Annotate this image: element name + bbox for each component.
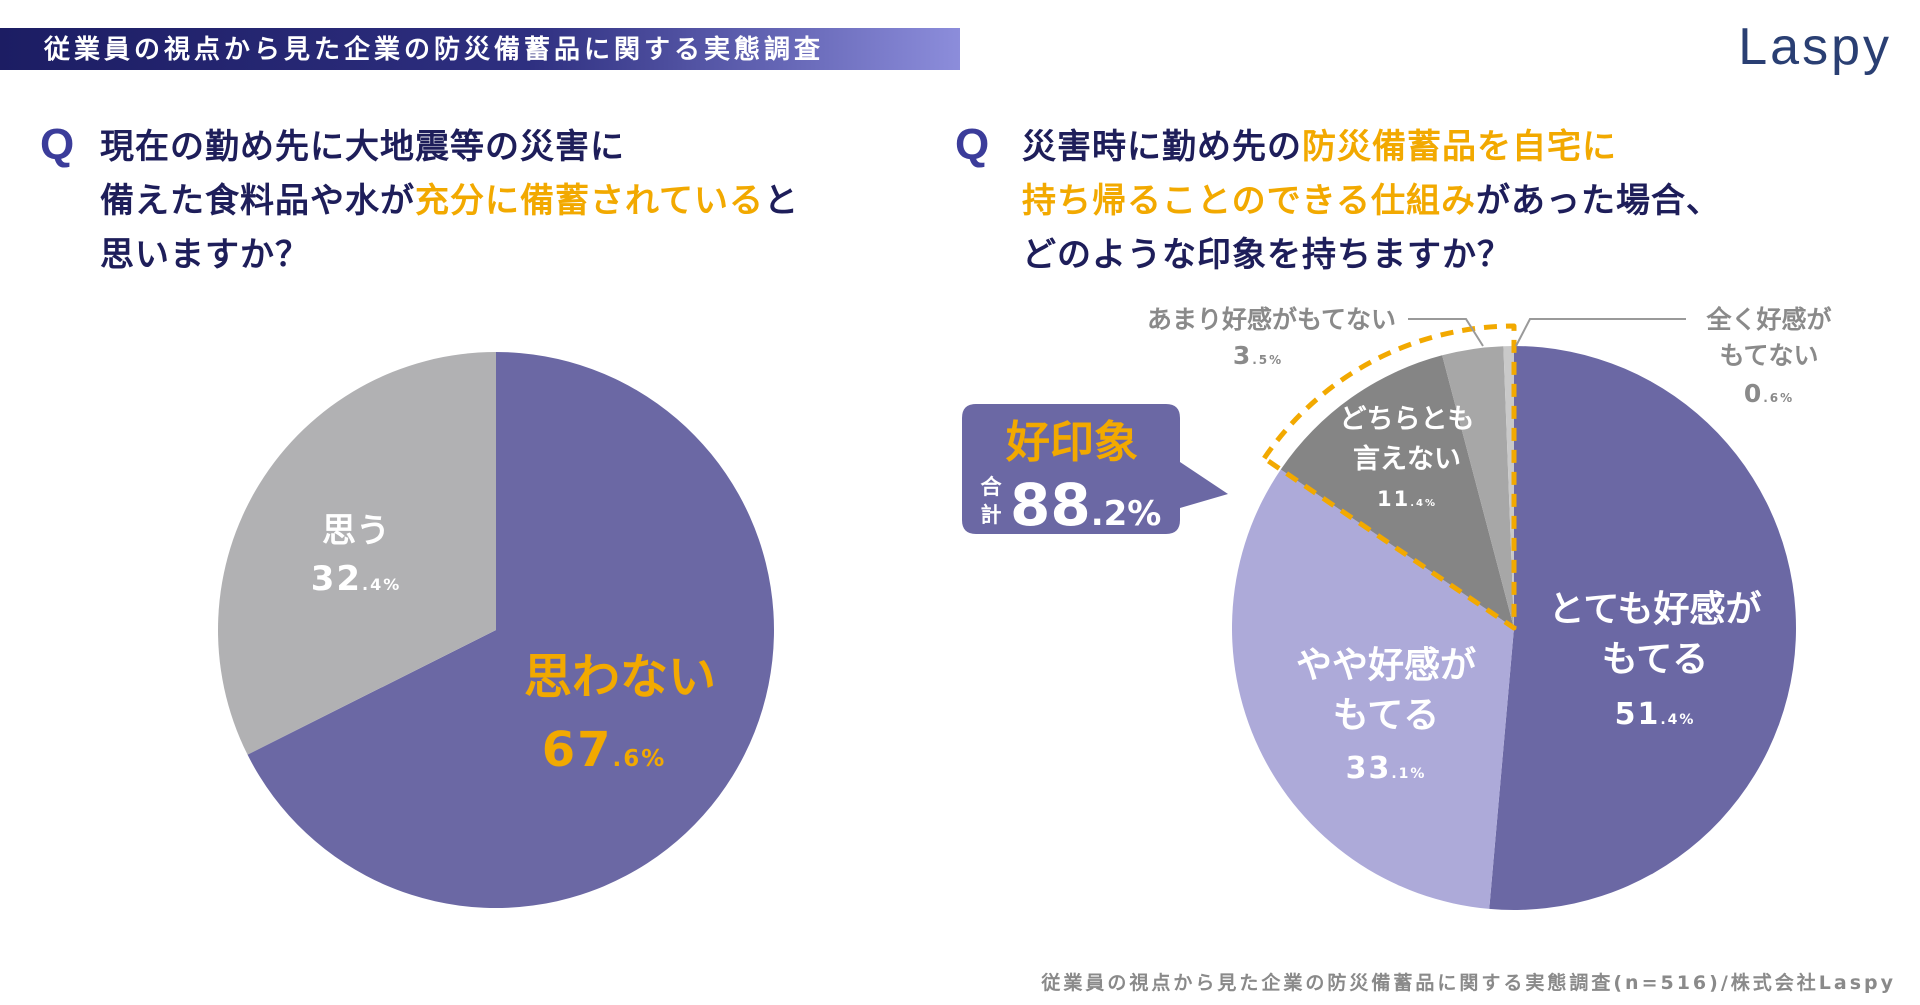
- question-2-text: 災害時に勤め先の防災備蓄品を自宅に 持ち帰ることのできる仕組みがあった場合、 ど…: [1022, 120, 1721, 282]
- pie2-slice-1: [1232, 469, 1514, 909]
- pie2-value-1: 33.1%: [1346, 751, 1427, 786]
- pie2-label-2-line-0: どちらとも: [1340, 404, 1475, 435]
- question-1-line-3: 思いますか？: [100, 235, 310, 275]
- question-2-line-3: どのような印象を持ちますか？: [1022, 235, 1512, 275]
- question-2-q-icon: Q: [955, 120, 990, 169]
- pie2-label-0-line-0: とても好感が: [1548, 589, 1761, 630]
- brand-logo: Laspy: [1738, 18, 1892, 76]
- pie2-value-3: 3.5%: [1233, 341, 1283, 370]
- pie2-label-2-line-1: 言えない: [1353, 444, 1461, 475]
- pie2-leader-4: [1515, 318, 1686, 347]
- pie-chart-1: 思わない 67.6% 思う 32.4%: [218, 352, 774, 909]
- question-2-line-2-b: があった場合、: [1475, 181, 1721, 221]
- pie2-callout-title: 好印象: [1005, 417, 1138, 468]
- pie2-leader-3: [1408, 318, 1484, 347]
- pie1-label-1: 思う: [322, 511, 390, 551]
- pie1-value-1: 32.4%: [311, 559, 402, 599]
- pie2-slice-3: [1442, 346, 1514, 628]
- question-1-line-1: 現在の勤め先に大地震等の災害に: [100, 127, 625, 167]
- question-2-line-1-a: 災害時に勤め先の: [1022, 127, 1302, 167]
- question-2-line-1-highlight: 防災備蓄品を自宅に: [1302, 127, 1617, 167]
- pie2-value-4: 0.6%: [1744, 379, 1794, 408]
- pie2-favorable-outline: [1261, 323, 1517, 631]
- question-1-line-2-highlight: 充分に備蓄されている: [415, 181, 764, 221]
- header-band: [0, 28, 960, 70]
- pie2-label-3-line-0: あまり好感がもてない: [1147, 305, 1396, 334]
- pie2-callout-sub-1: 計: [981, 503, 1002, 527]
- pie1-slice-1: [218, 352, 496, 755]
- pie2-slice-2: [1280, 355, 1514, 628]
- pie2-slice-0: [1489, 345, 1797, 911]
- header-title: 従業員の視点から見た企業の防災備蓄品に関する実態調査: [44, 35, 825, 65]
- footer-source: 従業員の視点から見た企業の防災備蓄品に関する実態調査(n=516)/株式会社La…: [1041, 972, 1896, 994]
- question-2-line-2: 持ち帰ることのできる仕組みがあった場合、: [1022, 174, 1721, 228]
- pie1-label-0: 思わない: [524, 649, 716, 705]
- question-1-q-icon: Q: [40, 120, 75, 169]
- pie1-slice-0: [247, 352, 774, 909]
- question-1-line-2-b: と: [763, 181, 799, 221]
- question-1-line-2: 備えた食料品や水が充分に備蓄されていると: [100, 174, 799, 228]
- pie2-label-4-line-1: もてない: [1719, 341, 1818, 370]
- pie2-label-0-line-1: もてる: [1602, 639, 1709, 680]
- pie2-label-1-line-0: やや好感が: [1296, 645, 1476, 686]
- pie2-callout-value: 88.2%: [1010, 471, 1161, 539]
- question-2-line-2-highlight: 持ち帰ることのできる仕組み: [1022, 181, 1476, 221]
- pie1-value-0: 67.6%: [542, 722, 667, 778]
- question-1-text: 現在の勤め先に大地震等の災害に 備えた食料品や水が充分に備蓄されていると 思いま…: [100, 120, 799, 282]
- pie2-callout-sub-0: 合: [981, 475, 1003, 499]
- question-2-line-1: 災害時に勤め先の防災備蓄品を自宅に: [1022, 120, 1721, 174]
- pie2-label-4-line-0: 全く好感が: [1705, 305, 1831, 334]
- pie2-label-1-line-1: もてる: [1333, 695, 1440, 736]
- pie2-callout-box: [962, 404, 1228, 534]
- question-1-line-2-a: 備えた食料品や水が: [100, 181, 415, 221]
- pie2-value-0: 51.4%: [1615, 697, 1696, 732]
- pie2-value-2: 11.4%: [1377, 487, 1437, 511]
- pie2-slice-4: [1503, 346, 1514, 628]
